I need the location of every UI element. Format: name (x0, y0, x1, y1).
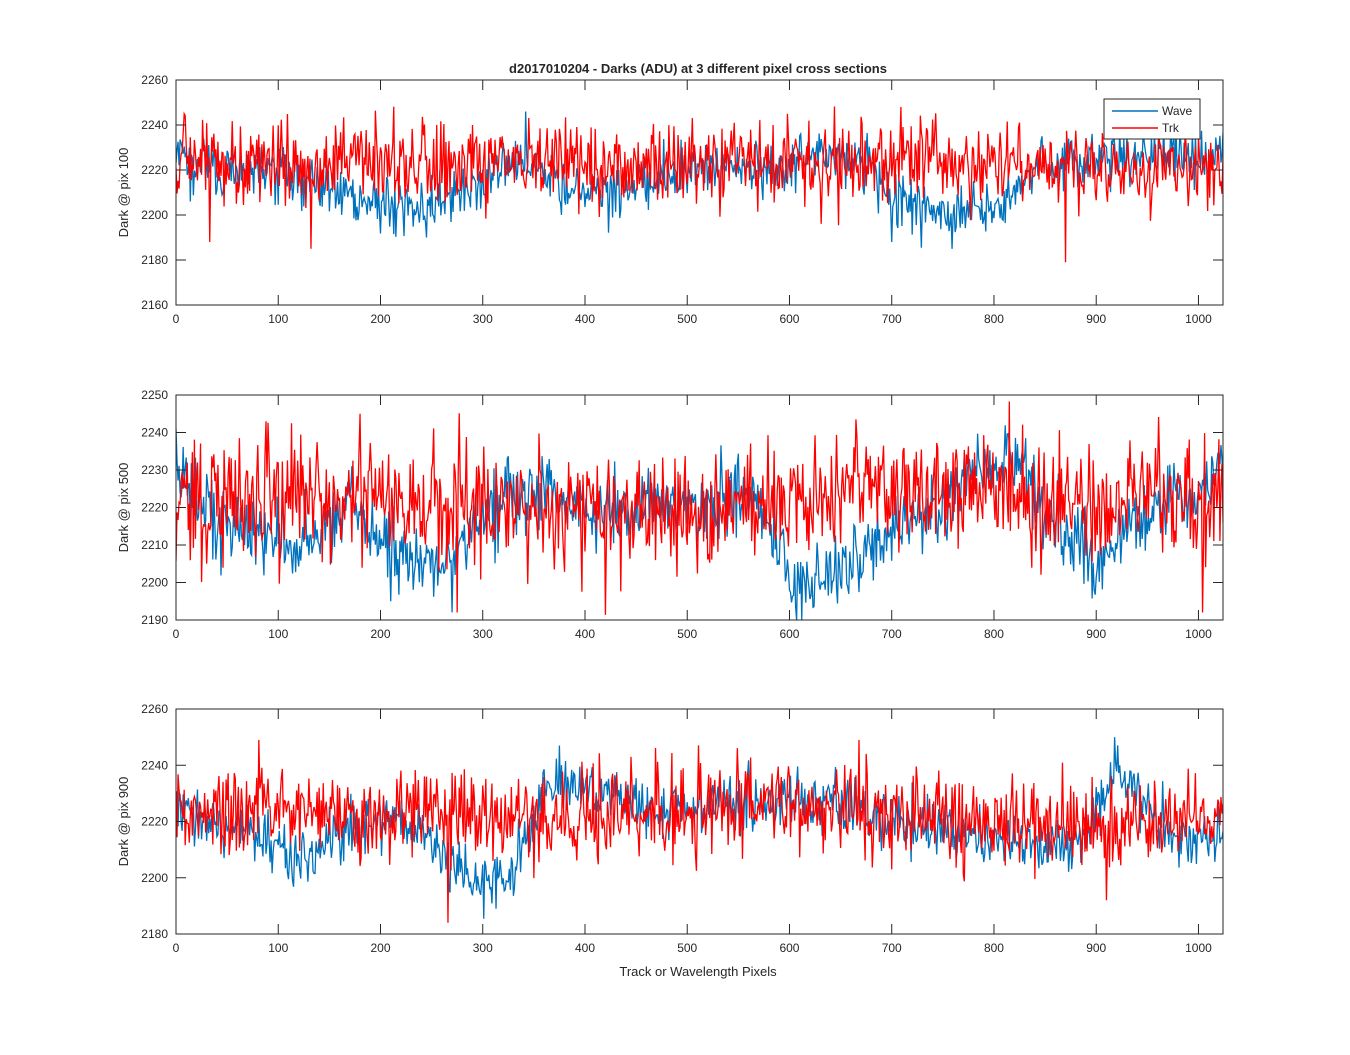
x-tick-label: 800 (984, 627, 1004, 641)
y-tick-label: 2240 (141, 426, 168, 440)
y-tick-label: 2220 (141, 815, 168, 829)
legend-box (1103, 98, 1201, 140)
x-tick-label: 700 (882, 627, 902, 641)
y-tick-label: 2180 (141, 253, 168, 267)
y-tick-label: 2220 (141, 501, 168, 515)
x-tick-label: 100 (268, 941, 288, 955)
legend-label-wave: Wave (1162, 104, 1193, 118)
x-tick-label: 1000 (1185, 627, 1212, 641)
y-axis-label: Dark @ pix 500 (116, 463, 131, 553)
legend-label-trk: Trk (1162, 121, 1180, 135)
subplot-1: 0 100 200 300 400 500 600 700 800 900 1000 2160 2180… (116, 73, 1224, 326)
y-axis-label: Dark @ pix 100 (116, 148, 131, 238)
y-tick-label: 2180 (141, 927, 168, 941)
x-tick-label: 600 (779, 312, 799, 326)
x-tick-label: 300 (473, 312, 493, 326)
legend[interactable]: Wave Trk (1103, 98, 1201, 140)
x-tick-label: 100 (268, 627, 288, 641)
x-tick-label: 500 (677, 941, 697, 955)
x-tick-label: 800 (984, 312, 1004, 326)
x-tick-label: 300 (473, 627, 493, 641)
x-tick-label: 700 (882, 312, 902, 326)
axes-box (175, 79, 1224, 306)
x-tick-label: 700 (882, 941, 902, 955)
x-tick-label: 1000 (1185, 312, 1212, 326)
subplot-2: 0 100 200 300 400 500 600 700 800 900 1000 2190 2200… (116, 388, 1224, 641)
x-tick-label: 400 (575, 312, 595, 326)
x-tick-label: 900 (1086, 627, 1106, 641)
x-tick-label: 500 (677, 627, 697, 641)
x-tick-label: 900 (1086, 312, 1106, 326)
x-tick-label: 1000 (1185, 941, 1212, 955)
x-tick-label: 200 (370, 312, 390, 326)
x-tick-label: 200 (370, 941, 390, 955)
x-tick-label: 300 (473, 941, 493, 955)
series-line-trk (176, 106, 1223, 263)
x-tick-label: 0 (173, 312, 180, 326)
y-tick-label: 2190 (141, 613, 168, 627)
x-axis-label: Track or Wavelength Pixels (619, 964, 777, 979)
x-tick-label: 900 (1086, 941, 1106, 955)
x-tick-label: 0 (173, 627, 180, 641)
y-tick-label: 2210 (141, 538, 168, 552)
x-tick-label: 400 (575, 627, 595, 641)
y-tick-label: 2260 (141, 73, 168, 87)
y-tick-label: 2160 (141, 298, 168, 312)
x-tick-label: 200 (370, 627, 390, 641)
y-tick-label: 2200 (141, 871, 168, 885)
series-line-trk (176, 739, 1223, 923)
x-tick-label: 600 (779, 941, 799, 955)
y-tick-label: 2230 (141, 463, 168, 477)
x-tick-label: 100 (268, 312, 288, 326)
y-tick-label: 2200 (141, 208, 168, 222)
y-tick-label: 2240 (141, 118, 168, 132)
y-tick-label: 2220 (141, 163, 168, 177)
x-tick-label: 400 (575, 941, 595, 955)
x-tick-label: 500 (677, 312, 697, 326)
y-tick-label: 2250 (141, 388, 168, 402)
axes-layer: 0 100 200 300 400 500 600 700 800 900 100021602180… (116, 73, 1224, 955)
x-tick-label: 600 (779, 627, 799, 641)
plot-area (176, 80, 1223, 305)
y-tick-label: 2240 (141, 758, 168, 772)
y-axis-label: Dark @ pix 900 (116, 777, 131, 867)
y-tick-label: 2260 (141, 702, 168, 716)
series-line-trk (176, 401, 1223, 615)
y-tick-label: 2200 (141, 576, 168, 590)
subplot-3: 0 100 200 300 400 500 600 700 800 900 1000 2180 2200… (116, 702, 1224, 955)
x-tick-label: 0 (173, 941, 180, 955)
figure-title: d2017010204 - Darks (ADU) at 3 different… (509, 61, 887, 76)
x-tick-label: 800 (984, 941, 1004, 955)
